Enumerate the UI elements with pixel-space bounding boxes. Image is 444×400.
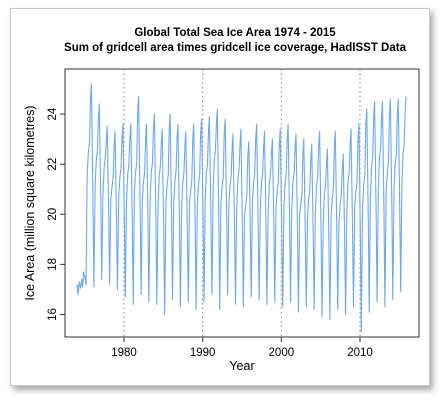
- y-axis-label: Ice Area (million square kilometres): [23, 105, 37, 300]
- y-tick-label-20: 20: [47, 208, 59, 221]
- plot-area-border: [64, 68, 420, 338]
- sea-ice-line-chart: Global Total Sea Ice Area 1974 - 2015 Su…: [23, 27, 420, 373]
- series-line-group: [76, 83, 407, 333]
- x-axis: 1980 1990 2000 2010: [111, 337, 373, 359]
- y-tick-label-16: 16: [47, 308, 59, 321]
- chart-frame: Global Total Sea Ice Area 1974 - 2015 Su…: [10, 8, 430, 386]
- x-tick-label-1990: 1990: [190, 347, 216, 359]
- y-tick-label-24: 24: [47, 107, 59, 120]
- x-axis-label: Year: [229, 359, 254, 373]
- y-tick-label-18: 18: [47, 258, 59, 271]
- series-line: [76, 83, 407, 333]
- chart-subtitle: Sum of gridcell area times gridcell ice …: [64, 42, 407, 54]
- y-axis: 16 18 20 22 24: [47, 107, 65, 321]
- x-tick-label-2010: 2010: [347, 347, 373, 359]
- x-tick-label-2000: 2000: [269, 347, 295, 359]
- chart-title: Global Total Sea Ice Area 1974 - 2015: [134, 27, 336, 39]
- y-tick-label-22: 22: [47, 158, 59, 171]
- x-tick-label-1980: 1980: [111, 347, 137, 359]
